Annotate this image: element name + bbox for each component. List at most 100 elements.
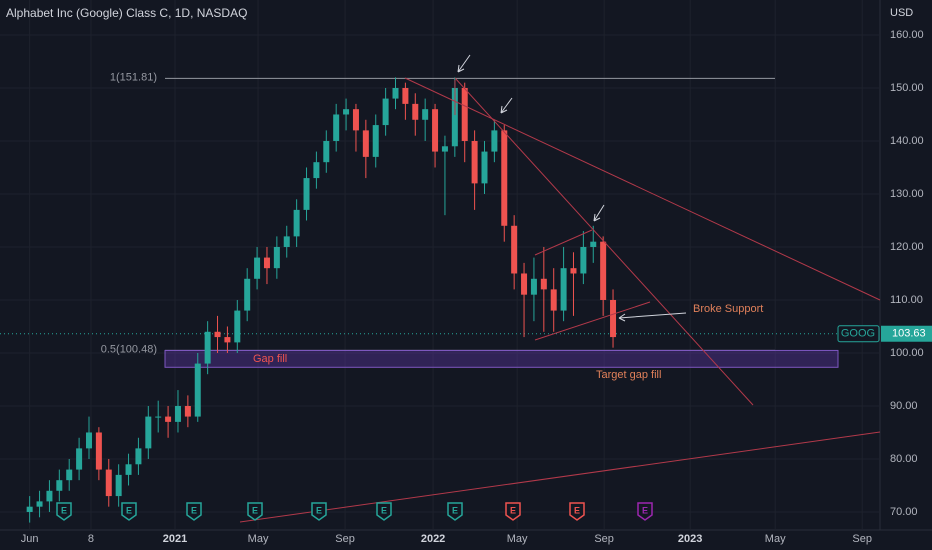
earnings-icon [121,502,137,521]
candle-body [204,331,211,364]
candle-body [382,98,389,126]
candle-body [491,130,498,152]
earnings-icon [56,502,72,521]
fib-label: 0.5(100.48) [101,343,157,355]
candle-body [521,273,528,295]
earnings-icon [376,502,392,521]
arrows [457,54,687,322]
candle-body [105,469,112,497]
candle-body [600,241,607,300]
trend-line [534,301,651,341]
earnings-label: E [381,505,387,515]
y-tick-label: 110.00 [890,294,923,306]
currency: USD [890,7,913,19]
annotation: Broke Support [693,303,763,315]
candle-body [244,278,251,311]
candle-body [530,278,537,295]
arrow [500,97,513,114]
candle-body [174,405,181,422]
candle-body [36,501,43,507]
x-tick-label: 2022 [421,533,445,545]
earnings-label: E [61,505,67,515]
y-tick-label: 160.00 [890,29,924,41]
x-tick-label: May [765,533,786,545]
chart-title: Alphabet Inc (Google) Class C, 1D, NASDA… [6,6,247,20]
ticker-tag [837,325,880,343]
x-tick-label: Sep [852,533,872,545]
candle-body [313,162,320,179]
earnings-icon [569,502,585,521]
trend-lines [239,77,881,523]
earnings-label: E [574,505,580,515]
earnings-icon [311,502,327,521]
y-tick-label: 130.00 [890,188,924,200]
candle-body [194,363,201,417]
gap-fill-label: Gap fill [253,353,287,365]
x-tick-label: May [507,533,528,545]
candle-body [471,140,478,184]
candle-body [56,480,63,491]
candle-body [184,405,191,417]
x-tick-label: Sep [335,533,355,545]
candle-body [580,246,587,274]
candle-body [263,257,270,269]
y-tick-label: 90.00 [890,400,918,412]
earnings-label: E [452,505,458,515]
ticker-label: GOOG [841,328,875,340]
candle-body [333,114,340,141]
candle-body [26,506,33,512]
trend-line [404,77,881,301]
overlay: 1(151.81) 0.5(100.48) Gap fill [0,71,880,368]
earnings-icon [505,502,521,521]
fib-label: 1(151.81) [110,71,157,83]
candle-body [95,432,102,470]
candle-body [66,469,73,481]
price-tag [881,325,932,342]
candle-body [402,87,409,104]
candle-body [610,299,617,338]
candle-body [461,87,468,141]
y-tick-label: 150.00 [890,82,924,94]
candle-body [125,464,132,475]
candle-body [362,130,369,157]
earnings-label: E [316,505,322,515]
candle-body [115,474,122,497]
trend-line [534,229,593,256]
candle-body [323,140,330,163]
earnings-icon [637,502,653,521]
x-tick-label: 2021 [163,533,187,545]
earnings-label: E [252,505,258,515]
candle-body [155,416,162,418]
candles [26,77,617,523]
arrow [457,54,471,73]
candle-body [412,103,419,120]
earnings-label: E [191,505,197,515]
candle-body [303,178,310,210]
candle-body [135,448,142,465]
candle-body [224,337,231,343]
candle-body [560,268,567,311]
candle-body [590,241,597,247]
y-tick-label: 100.00 [890,347,924,359]
x-tick-label: May [248,533,269,545]
candle-body [145,416,152,449]
trend-line [239,431,881,523]
candle-body [343,109,350,115]
arrow [593,204,605,222]
candle-body [441,146,448,152]
y-tick-label: 70.00 [890,506,918,518]
candle-body [85,432,92,449]
grid [0,0,880,530]
candle-body [352,109,359,131]
candle-body [234,310,241,343]
earnings-label: E [642,505,648,515]
candle-body [293,209,300,237]
candle-body [214,331,221,338]
candle-body [501,130,508,226]
candle-body [254,257,261,279]
x-tick-label: Jun [21,533,39,545]
trend-line [454,77,754,406]
candle-body [481,151,488,184]
candle-body [165,416,172,422]
